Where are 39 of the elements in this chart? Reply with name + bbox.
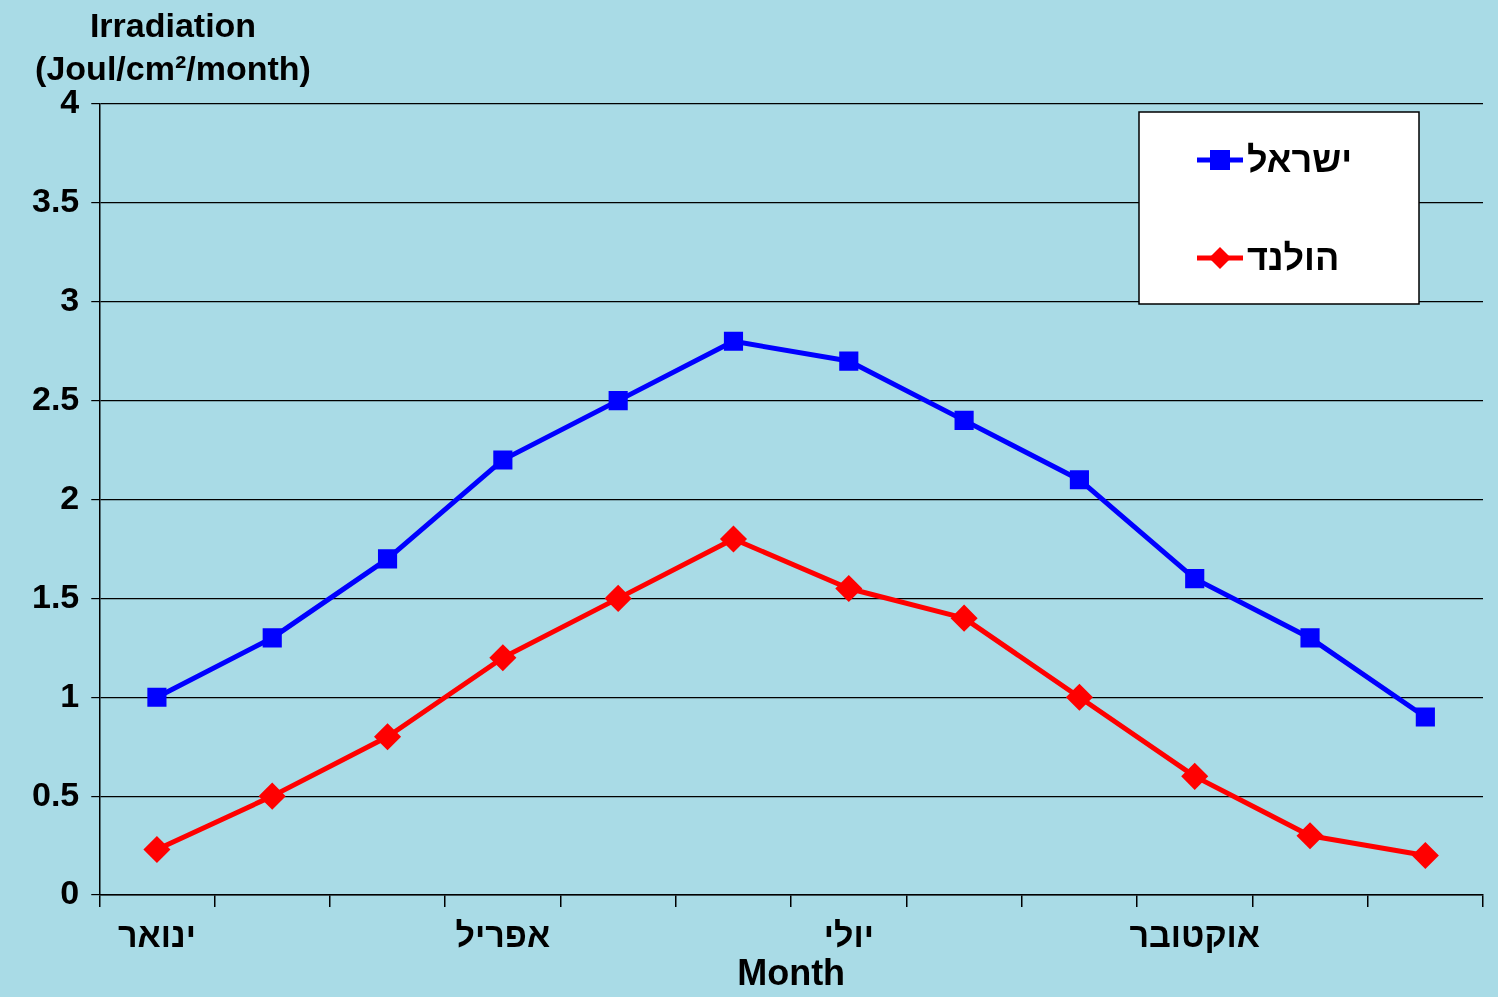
y-tick-label: 2	[60, 477, 80, 516]
point	[605, 585, 631, 611]
point	[144, 837, 170, 863]
point	[1069, 470, 1089, 490]
point	[1297, 823, 1323, 849]
point	[608, 391, 628, 411]
point	[836, 575, 862, 601]
x-tick-label: אוקטובר	[1129, 915, 1261, 954]
legend-label: הולנד	[1247, 236, 1340, 278]
point	[1182, 763, 1208, 789]
point	[723, 331, 744, 351]
y-tick-label: 0	[60, 873, 80, 912]
point	[375, 724, 401, 750]
x-tick-label: אפריל	[455, 915, 551, 954]
point	[1066, 684, 1092, 710]
point	[377, 549, 398, 569]
legend-label: ישראל	[1247, 138, 1353, 180]
point	[259, 783, 285, 809]
point	[493, 450, 513, 470]
point	[951, 605, 977, 631]
point	[1185, 569, 1205, 589]
x-axis-title: Month	[737, 952, 846, 994]
y-tick-label: 1	[60, 675, 80, 714]
y-tick-label: 0.5	[32, 774, 80, 813]
point	[490, 645, 516, 671]
point	[839, 351, 859, 371]
y-tick-label: 2.5	[32, 379, 80, 417]
point	[1300, 628, 1320, 648]
point	[1415, 707, 1435, 727]
point	[720, 526, 746, 552]
x-tick-label: ינואר	[117, 915, 196, 954]
point	[1412, 842, 1438, 868]
x-tick-label: יולי	[823, 915, 874, 954]
point	[954, 410, 974, 430]
point	[147, 687, 167, 707]
y-tick-label: 1.5	[32, 576, 80, 615]
y-tick-label: 3	[60, 280, 80, 319]
y-tick-label: 3.5	[32, 181, 80, 220]
point	[262, 628, 282, 648]
